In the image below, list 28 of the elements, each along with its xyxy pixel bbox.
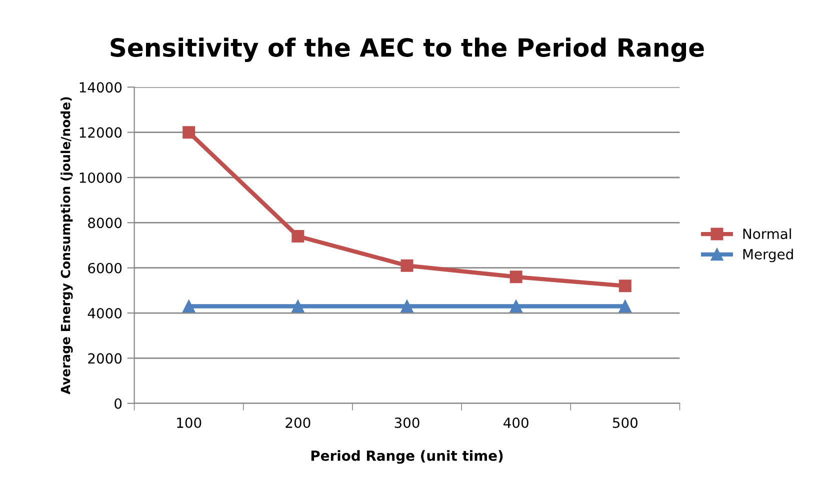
y-tick-label: 6000 <box>88 262 122 274</box>
y-tick-label: 8000 <box>88 218 122 228</box>
chart-title: Sensitivity of the AEC to the Period Range <box>110 38 704 62</box>
x-tick-label: 200 <box>286 418 310 428</box>
y-axis-title: Average Energy Consumption (joule/node) <box>60 97 73 394</box>
point <box>618 300 632 313</box>
point <box>618 280 632 292</box>
point <box>182 126 196 139</box>
y-tick-label: 10000 <box>80 172 122 183</box>
legend-label: Merged <box>743 248 793 262</box>
point <box>400 300 414 313</box>
point <box>400 259 414 272</box>
point <box>510 300 522 313</box>
y-tick-label: 4000 <box>88 308 122 319</box>
point <box>182 300 196 313</box>
legend-label: Normal <box>743 228 791 240</box>
y-tick-label: 14000 <box>80 82 122 93</box>
x-axis-title: Period Range (unit time) <box>311 450 503 464</box>
x-tick-label: 300 <box>394 418 420 428</box>
y-tick-label: 2000 <box>88 353 122 364</box>
y-tick-label: 12000 <box>80 127 122 138</box>
point <box>292 300 304 313</box>
point <box>510 270 522 284</box>
x-tick-label: 400 <box>504 418 528 428</box>
x-tick-label: 500 <box>612 418 638 428</box>
point <box>292 230 304 242</box>
x-tick-label: 100 <box>177 418 202 428</box>
y-tick-label: 0 <box>114 398 122 409</box>
